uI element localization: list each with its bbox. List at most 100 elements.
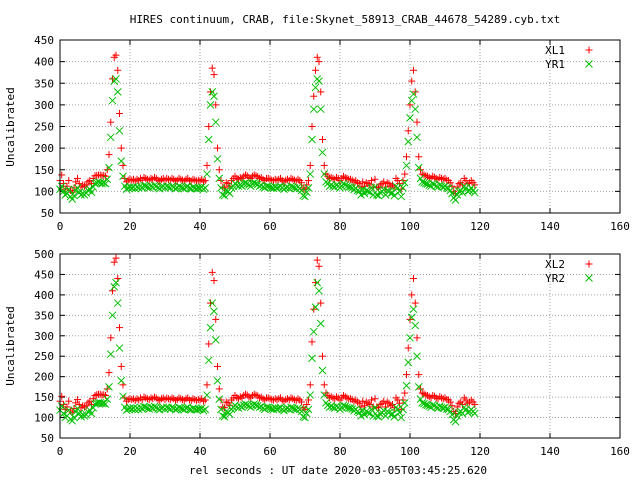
data-point <box>346 183 355 191</box>
data-point <box>411 299 419 307</box>
data-point <box>320 161 328 169</box>
data-point <box>259 175 267 183</box>
data-point <box>458 188 467 197</box>
data-point <box>354 398 361 406</box>
data-point <box>204 135 213 144</box>
data-point <box>211 336 220 344</box>
y-tick-label: 150 <box>34 164 54 177</box>
data-point <box>88 400 95 408</box>
data-point <box>100 391 108 399</box>
legend-label: XL1 <box>545 44 565 57</box>
x-tick-label: 60 <box>263 220 276 233</box>
data-point <box>386 189 395 198</box>
data-point <box>257 393 265 401</box>
data-point <box>368 177 375 185</box>
data-point <box>150 402 159 411</box>
legend-marker <box>585 60 593 68</box>
data-point <box>117 144 125 152</box>
y-axis-label: Uncalibrated <box>4 87 17 166</box>
data-point <box>203 391 211 399</box>
data-point <box>275 175 283 183</box>
data-point <box>126 183 134 191</box>
data-point <box>299 184 307 192</box>
data-point <box>372 412 381 420</box>
data-point <box>315 286 323 295</box>
x-tick-label: 100 <box>400 445 420 458</box>
x-tick-label: 120 <box>470 445 490 458</box>
data-point <box>215 395 224 404</box>
data-point <box>399 396 407 404</box>
data-point <box>59 409 68 418</box>
data-point <box>380 397 388 405</box>
series-XL2 <box>56 254 479 417</box>
data-point <box>252 401 260 409</box>
data-point <box>239 179 248 188</box>
data-point <box>73 404 82 413</box>
data-point <box>222 179 230 187</box>
data-point <box>145 176 153 184</box>
data-point <box>166 396 174 404</box>
data-point <box>100 171 108 179</box>
y-axis-label: Uncalibrated <box>4 306 17 385</box>
data-point <box>170 175 178 183</box>
data-point <box>308 338 316 346</box>
data-point <box>117 157 126 165</box>
data-point <box>400 178 409 187</box>
data-point <box>212 101 220 109</box>
data-point <box>410 66 417 74</box>
data-point <box>108 96 117 105</box>
data-point <box>400 398 409 407</box>
data-point <box>82 181 90 189</box>
data-point <box>57 182 66 191</box>
data-point <box>437 182 446 191</box>
data-point <box>175 174 183 182</box>
data-point <box>87 188 96 197</box>
x-tick-label: 80 <box>333 445 346 458</box>
data-point <box>399 405 407 414</box>
data-point <box>418 398 427 407</box>
data-point <box>84 178 92 186</box>
data-point <box>404 358 413 367</box>
data-point <box>343 394 351 402</box>
data-point <box>376 181 384 189</box>
data-point <box>396 399 403 407</box>
data-point <box>397 413 406 422</box>
data-point <box>306 170 315 178</box>
data-point <box>439 395 447 403</box>
data-point <box>201 396 209 404</box>
x-tick-label: 100 <box>400 220 420 233</box>
data-point <box>306 391 315 399</box>
data-point <box>115 126 124 135</box>
data-point <box>116 110 123 118</box>
data-point <box>305 396 312 404</box>
data-point <box>297 186 306 195</box>
data-point <box>149 175 157 183</box>
data-point <box>213 376 222 385</box>
y-tick-label: 200 <box>34 142 54 155</box>
data-point <box>98 399 106 408</box>
data-point <box>74 396 81 404</box>
data-point <box>58 171 66 179</box>
data-point <box>333 174 340 182</box>
data-point <box>317 299 325 307</box>
data-point <box>65 397 73 405</box>
data-point <box>225 189 234 198</box>
data-point <box>108 311 117 320</box>
data-point <box>116 324 123 332</box>
data-point <box>470 188 479 197</box>
data-point <box>304 184 313 192</box>
data-point <box>245 393 253 401</box>
data-point <box>72 178 80 186</box>
data-point <box>220 191 229 200</box>
data-point <box>312 66 319 74</box>
data-point <box>74 174 81 182</box>
data-point <box>354 179 361 187</box>
data-point <box>302 188 311 197</box>
data-point <box>413 352 421 361</box>
data-point <box>205 123 213 130</box>
data-point <box>182 395 190 403</box>
x-tick-label: 40 <box>193 445 206 458</box>
data-point <box>257 174 265 182</box>
data-point <box>408 291 416 299</box>
data-point <box>215 174 224 183</box>
